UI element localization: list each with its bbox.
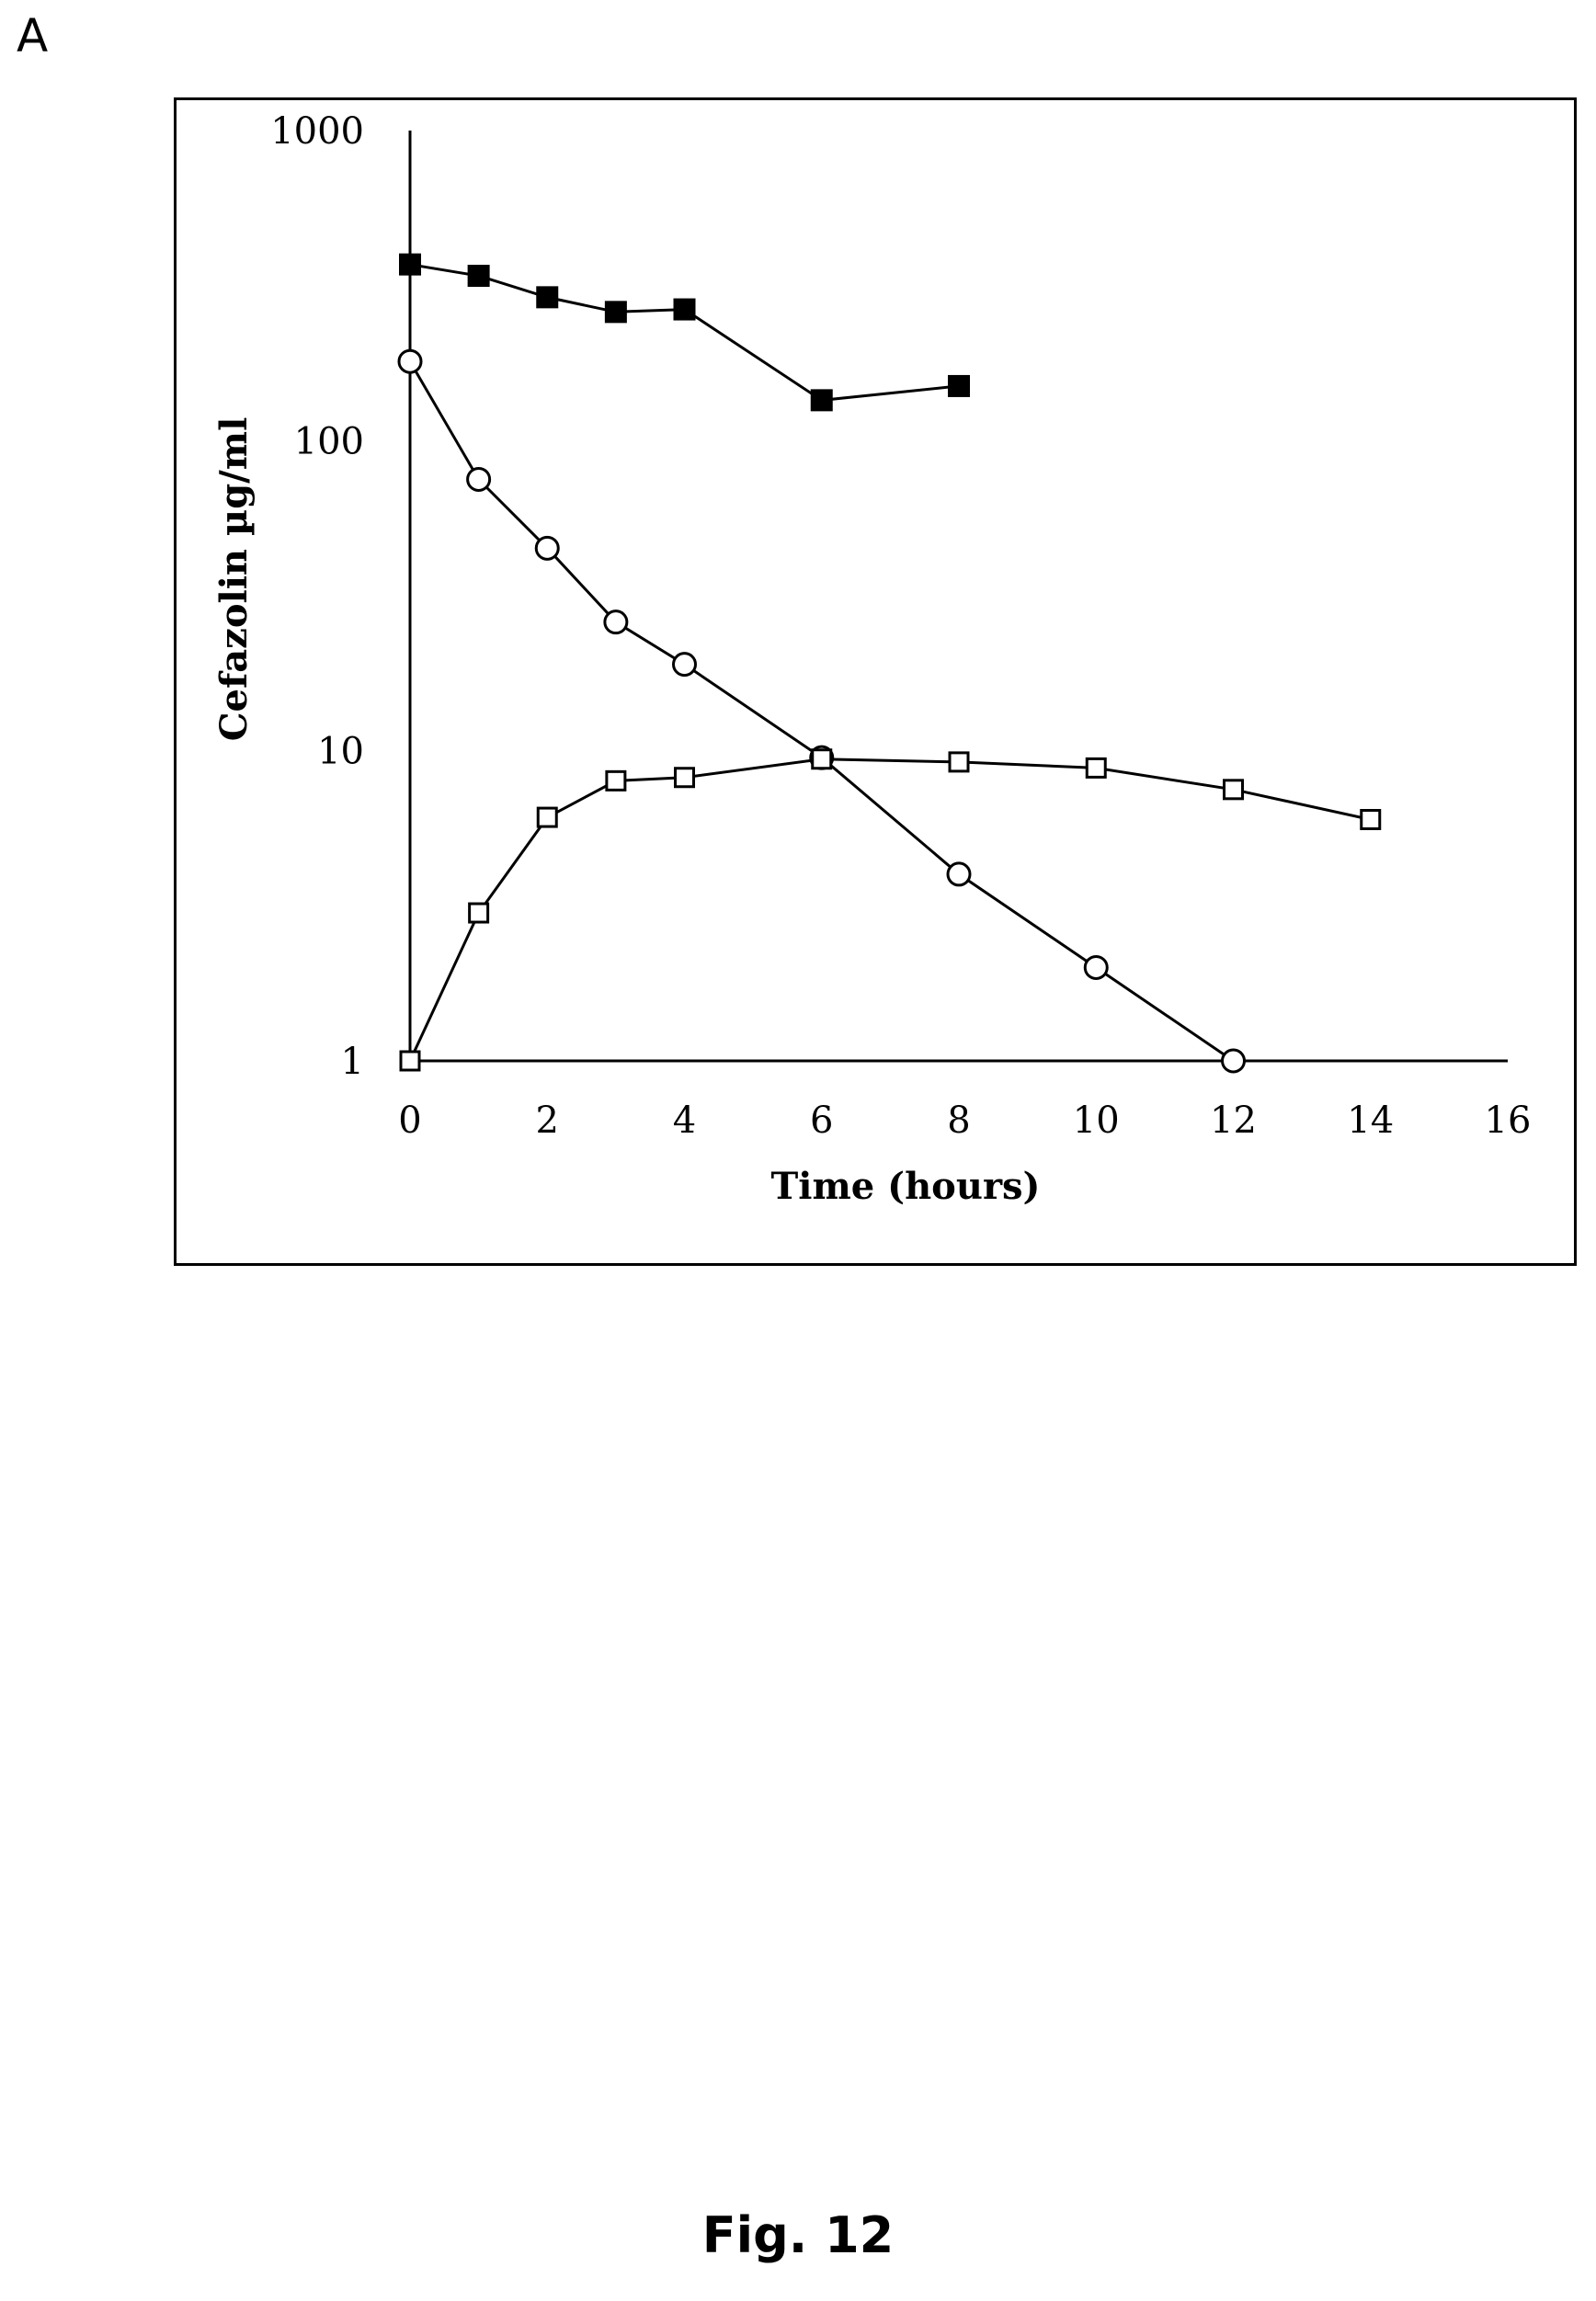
series-markers	[397, 253, 1382, 1074]
series-1-point	[604, 301, 627, 324]
series-2-point	[946, 861, 972, 887]
series-2-point	[534, 535, 560, 561]
y-tick-labels: 1 10 100 1000	[270, 110, 364, 1083]
y-tick-label: 10	[317, 731, 364, 773]
x-tick-label: 4	[673, 1099, 696, 1142]
chart-frame	[174, 97, 1577, 1266]
series-1-point	[948, 374, 970, 397]
series-3-point	[468, 902, 490, 924]
x-tick-label: 10	[1073, 1099, 1120, 1142]
x-tick-label: 16	[1485, 1099, 1532, 1142]
series-1-point	[467, 265, 490, 288]
series-3-line	[408, 758, 1372, 1062]
series-3-point	[1360, 809, 1382, 831]
series-1-point	[536, 286, 559, 309]
series-2-point	[397, 348, 423, 374]
y-tick-label: 100	[294, 420, 364, 462]
series-2-point	[1221, 1048, 1246, 1074]
series-2-point	[603, 609, 629, 635]
axes	[408, 131, 1508, 1063]
series-2-point	[1083, 954, 1109, 980]
series-3-point	[1085, 757, 1107, 779]
series-2-point	[672, 652, 697, 678]
series-3-point	[948, 751, 970, 773]
y-tick-label: 1000	[270, 110, 364, 153]
series-3-point	[399, 1050, 421, 1072]
x-tick-label: 8	[947, 1099, 970, 1142]
y-tick-label: 1	[341, 1041, 364, 1083]
series-1-line	[409, 263, 960, 402]
series-3-point	[1223, 779, 1244, 801]
series-1-point	[399, 253, 421, 276]
x-tick-label: 0	[398, 1099, 421, 1142]
panel-label: A	[17, 9, 49, 63]
series-3-point	[674, 767, 695, 789]
figure-caption: Fig. 12	[701, 2206, 895, 2264]
x-tick-label: 2	[536, 1099, 559, 1142]
series-1-point	[810, 389, 833, 412]
x-tick-label: 12	[1210, 1099, 1257, 1142]
series-3-point	[536, 806, 558, 828]
x-axis-title: Time (hours)	[771, 1165, 1041, 1208]
chart: 0 2 4 6 8 10 12 14 16 1 10 100 1000 Time (hours) Ce…	[212, 110, 1531, 1208]
series-2-line	[408, 360, 1235, 1063]
series-1-point	[673, 298, 696, 321]
x-tick-label: 14	[1347, 1099, 1394, 1142]
x-tick-label: 6	[810, 1099, 833, 1142]
series-3-point	[811, 748, 833, 770]
y-axis-title: Cefazolin µg/ml	[212, 417, 256, 742]
series-2-point	[466, 466, 492, 492]
series-lines	[408, 263, 1372, 1063]
series-3-point	[605, 769, 627, 792]
x-tick-labels: 0 2 4 6 8 10 12 14 16	[398, 1099, 1531, 1142]
